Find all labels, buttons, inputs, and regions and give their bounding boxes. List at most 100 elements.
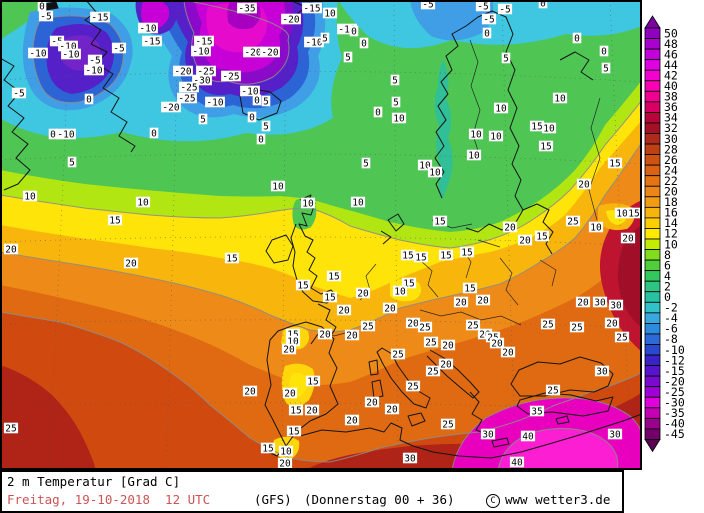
temp-label-box xyxy=(28,47,48,59)
temp-label: 20 xyxy=(455,298,467,309)
temp-label-box xyxy=(468,128,484,140)
temp-label: 15 xyxy=(287,330,298,341)
legend-tick-label: 4 xyxy=(664,269,671,283)
legend-swatch xyxy=(644,101,661,113)
temp-label: 5 xyxy=(200,115,206,126)
temp-label-box xyxy=(401,277,417,289)
temp-label-box xyxy=(261,120,271,132)
temp-label-box xyxy=(540,318,556,330)
temp-label-box xyxy=(107,214,123,226)
temp-label-box xyxy=(343,51,353,63)
temp-label: -15 xyxy=(143,37,160,48)
temp-label-box xyxy=(384,403,400,415)
legend-swatch xyxy=(644,80,661,92)
temp-label: -10 xyxy=(241,87,258,98)
temp-label: 10 xyxy=(468,151,480,162)
legend-tick-label: 40 xyxy=(664,79,678,93)
legend-tick-label: 8 xyxy=(664,248,671,262)
temp-label-box xyxy=(322,291,338,303)
temp-label: -15 xyxy=(195,37,212,48)
temp-label: 5 xyxy=(322,34,328,45)
temp-label-box xyxy=(260,46,280,58)
temp-label: -35 xyxy=(238,4,255,15)
temp-label: 20 xyxy=(346,331,358,342)
temp-label-box xyxy=(614,331,630,343)
temp-label-box xyxy=(260,442,276,454)
legend-tick-label: -10 xyxy=(664,343,685,357)
temp-label-box xyxy=(382,302,398,314)
temp-label-box xyxy=(391,96,401,108)
temperature-labels-layer: 0-5 -15-10-15-5-10-10 -10-5-10-5-15-10-35-… xyxy=(3,0,642,470)
north-africa-coast xyxy=(299,413,642,459)
temp-label-box xyxy=(565,215,581,227)
temp-label: 0 xyxy=(86,95,92,106)
temp-label: 10 xyxy=(324,9,336,20)
temp-label: 15 xyxy=(415,253,426,264)
temp-label-box xyxy=(480,428,496,440)
temp-label: 10 xyxy=(287,337,299,348)
legend-swatch xyxy=(644,280,661,293)
temp-label-box xyxy=(355,287,371,299)
legend-tick-label: -40 xyxy=(664,417,685,431)
temp-label: -20 xyxy=(261,48,278,59)
legend-swatch xyxy=(644,238,661,250)
temp-label-box xyxy=(138,22,158,34)
temp-label: 5 xyxy=(392,76,398,87)
temp-label-box xyxy=(344,329,360,341)
temp-label-box xyxy=(337,23,357,35)
legend-swatch xyxy=(644,365,661,377)
temp-label-box xyxy=(261,95,271,107)
legend-tick-label: 14 xyxy=(664,216,678,230)
temp-label: 20 xyxy=(491,339,503,350)
sicily-coast xyxy=(407,412,426,427)
legend-swatch xyxy=(644,333,661,345)
temp-label: 15 xyxy=(531,122,542,133)
temp-label: 15 xyxy=(461,248,472,259)
temp-label-box xyxy=(520,430,536,442)
temp-label-box xyxy=(205,96,225,108)
temp-label: 15 xyxy=(324,293,335,304)
temp-label: 25 xyxy=(442,420,453,431)
temp-label: -10 xyxy=(206,98,223,109)
temp-label-box xyxy=(545,384,561,396)
temp-label-box xyxy=(196,65,216,77)
temp-label-box xyxy=(149,127,159,139)
corsica-coast xyxy=(368,359,379,376)
temp-label: 20 xyxy=(306,406,318,417)
temp-label-box xyxy=(400,249,416,261)
temp-label: 25 xyxy=(407,382,418,393)
legend-tick-label: -35 xyxy=(664,406,685,420)
temp-label-box xyxy=(11,87,27,99)
ireland-coast xyxy=(265,234,294,264)
temp-label-box xyxy=(285,328,301,340)
temperature-field-layer xyxy=(0,0,642,470)
temp-label-box xyxy=(302,2,322,14)
temp-label-box xyxy=(111,42,127,54)
cyprus-coast xyxy=(555,415,570,425)
legend-swatch xyxy=(644,206,661,219)
temp-label-box xyxy=(38,10,54,22)
legend-tick-label: 34 xyxy=(664,111,678,125)
temp-label-box xyxy=(594,365,610,377)
temp-label: 15 xyxy=(262,444,273,455)
temp-label: -30 xyxy=(193,76,210,87)
temp-label: 15 xyxy=(403,279,414,290)
temp-label: 10 xyxy=(280,447,292,458)
temp-label: -5 xyxy=(113,44,124,55)
legend-tick-label: 46 xyxy=(664,47,678,61)
parameter-title: 2 m Temperatur [Grad C] xyxy=(7,474,181,489)
temp-label-box xyxy=(135,196,151,208)
temp-label-box xyxy=(493,102,509,114)
temp-label-box xyxy=(277,457,293,469)
temp-label: 20 xyxy=(125,259,137,270)
temp-label: -25 xyxy=(222,72,239,83)
temp-label: 0 xyxy=(375,108,381,119)
temp-label: 15 xyxy=(536,232,547,243)
temp-label: 10 xyxy=(352,198,364,209)
temp-label-box xyxy=(475,294,491,306)
temp-label-box xyxy=(360,320,376,332)
legend-swatch xyxy=(644,48,661,61)
legend-swatch xyxy=(644,69,661,82)
legend-swatch xyxy=(644,428,661,440)
black-sea-coast xyxy=(510,356,614,397)
